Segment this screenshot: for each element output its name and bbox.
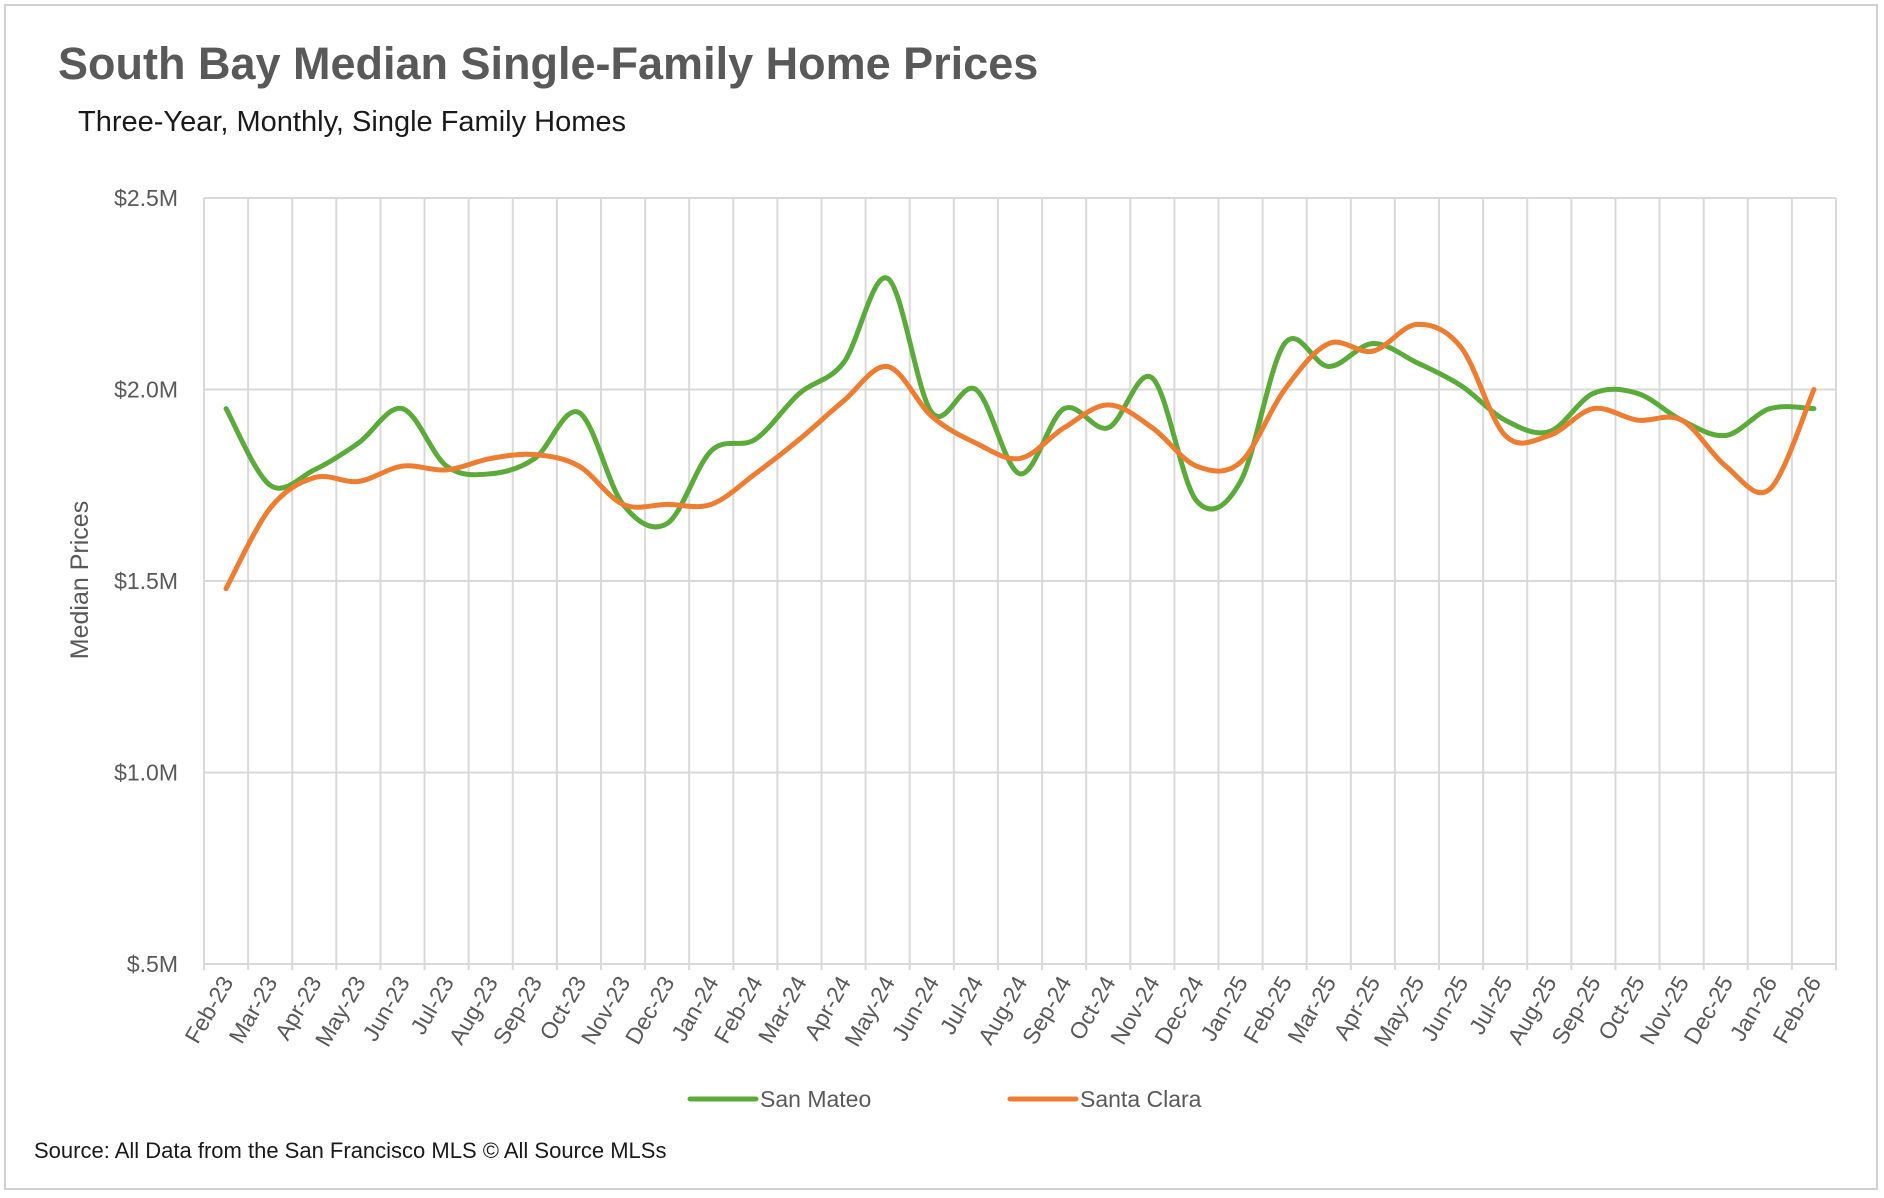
data-point [1635, 418, 1640, 423]
data-point [488, 456, 493, 461]
data-point [841, 398, 846, 403]
data-point [488, 471, 493, 476]
data-point [1370, 349, 1375, 354]
data-point [1326, 364, 1331, 369]
data-point [1635, 391, 1640, 396]
data-point [709, 448, 714, 453]
y-tick-label: $2.0M [114, 377, 178, 403]
data-point [797, 437, 802, 442]
data-point [1150, 425, 1155, 430]
data-point [1018, 471, 1023, 476]
gridlines [203, 197, 1837, 970]
data-point [1062, 425, 1067, 430]
x-axis-ticks: Feb-23Mar-23Apr-23May-23Jun-23Jul-23Aug-… [179, 971, 1826, 1051]
data-point [1414, 360, 1419, 365]
data-point [1018, 456, 1023, 461]
y-tick-label: $1.5M [114, 568, 178, 594]
legend: San Mateo Santa Clara [687, 1086, 1202, 1112]
data-point [1106, 425, 1111, 430]
data-point [1062, 406, 1067, 411]
data-point [444, 467, 449, 472]
data-point [356, 479, 361, 484]
chart-subtitle: Three-Year, Monthly, Single Family Homes [78, 106, 626, 138]
source-note: Source: All Data from the San Francisco … [34, 1138, 667, 1163]
chart-title: South Bay Median Single-Family Home Pric… [58, 38, 1039, 89]
y-tick-label: $2.5M [114, 185, 178, 211]
data-point [1723, 433, 1728, 438]
data-point [973, 441, 978, 446]
data-point [1767, 406, 1772, 411]
data-point [1150, 376, 1155, 381]
data-point [312, 475, 317, 480]
data-point [1591, 406, 1596, 411]
data-point [312, 467, 317, 472]
data-point [532, 452, 537, 457]
data-point [1238, 460, 1243, 465]
data-point [1238, 479, 1243, 484]
data-point [753, 437, 758, 442]
data-point [929, 414, 934, 419]
data-point [1370, 341, 1375, 346]
data-point [1767, 487, 1772, 492]
data-point [224, 586, 229, 591]
data-point [665, 521, 670, 526]
legend-label: San Mateo [760, 1086, 871, 1112]
data-point [709, 502, 714, 507]
data-point [576, 410, 581, 415]
y-axis-label: Median Prices [66, 501, 94, 659]
data-point [576, 464, 581, 469]
data-point [1326, 341, 1331, 346]
data-point [885, 276, 890, 281]
chart-frame [4, 4, 1878, 1190]
data-point [973, 387, 978, 392]
y-tick-label: $.5M [127, 951, 178, 977]
series-lines [223, 275, 1817, 592]
data-point [621, 502, 626, 507]
data-point [1414, 322, 1419, 327]
series-line-san-mateo [223, 275, 1817, 530]
data-point [400, 406, 405, 411]
data-point [753, 471, 758, 476]
data-point [885, 364, 890, 369]
data-point [224, 406, 229, 411]
data-point [1723, 464, 1728, 469]
data-point [268, 506, 273, 511]
data-point [1547, 433, 1552, 438]
legend-label: Santa Clara [1080, 1086, 1202, 1112]
data-point [1194, 498, 1199, 503]
data-point [1282, 387, 1287, 392]
y-tick-label: $1.0M [114, 760, 178, 786]
data-point [400, 464, 405, 469]
data-point [1811, 387, 1816, 392]
data-point [356, 441, 361, 446]
data-point [1811, 406, 1816, 411]
data-point [1503, 418, 1508, 423]
data-point [1591, 391, 1596, 396]
data-point [268, 483, 273, 488]
data-point [1459, 345, 1464, 350]
data-point [1194, 464, 1199, 469]
data-point [1679, 418, 1684, 423]
data-point [1106, 402, 1111, 407]
data-point [665, 502, 670, 507]
data-point [1459, 383, 1464, 388]
data-point [1503, 433, 1508, 438]
data-point [1282, 341, 1287, 346]
series-line-santa-clara [223, 321, 1817, 592]
data-point [841, 360, 846, 365]
data-point [797, 391, 802, 396]
y-axis-ticks: $.5M $1.0M $1.5M $2.0M $2.5M [114, 185, 178, 977]
